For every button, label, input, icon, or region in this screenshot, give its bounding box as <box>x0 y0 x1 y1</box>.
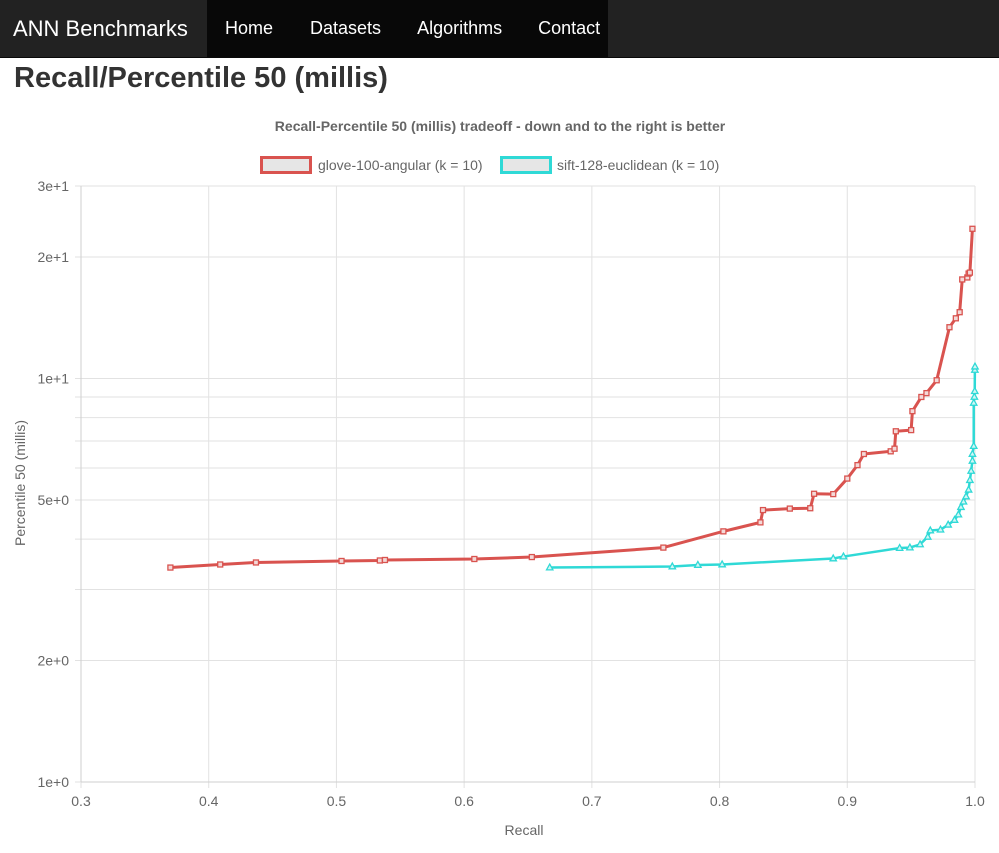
top-navbar: ANN Benchmarks Home Datasets Algorithms … <box>0 0 999 58</box>
data-point[interactable] <box>830 490 837 498</box>
data-point[interactable] <box>909 408 916 415</box>
data-point[interactable] <box>936 524 945 533</box>
chart-title: Recall-Percentile 50 (millis) tradeoff -… <box>275 118 726 134</box>
chart: Recall-Percentile 50 (millis) tradeoff -… <box>12 118 985 838</box>
x-tick-label: 0.5 <box>327 793 347 809</box>
data-point[interactable] <box>376 557 384 564</box>
nav-link-contact[interactable]: Contact <box>538 18 601 38</box>
y-axis-ticks: 1e+0 2e+0 5e+0 1e+1 2e+1 3e+1 <box>37 178 69 790</box>
y-tick-label: 2e+0 <box>37 653 69 669</box>
data-point[interactable] <box>693 560 703 568</box>
data-point[interactable] <box>717 559 727 568</box>
nav-link-algorithms[interactable]: Algorithms <box>417 18 503 38</box>
data-point[interactable] <box>956 309 963 316</box>
series-line-glove <box>170 228 974 570</box>
data-point[interactable] <box>167 564 174 571</box>
data-point[interactable] <box>969 441 979 450</box>
data-point[interactable] <box>923 532 933 540</box>
x-tick-label: 1.0 <box>965 793 985 809</box>
legend-swatch-sift[interactable] <box>500 156 552 174</box>
data-point[interactable] <box>757 519 764 526</box>
grid <box>75 185 976 788</box>
x-tick-label: 0.4 <box>199 793 219 809</box>
y-tick-label: 3e+1 <box>37 178 69 194</box>
y-tick-label: 1e+1 <box>37 371 69 387</box>
data-point[interactable] <box>844 475 851 482</box>
x-tick-label: 0.8 <box>710 793 730 809</box>
data-point[interactable] <box>943 519 953 528</box>
data-point[interactable] <box>907 426 915 434</box>
nav-link-datasets[interactable]: Datasets <box>310 18 382 38</box>
brand-link[interactable]: ANN Benchmarks <box>13 15 188 41</box>
x-axis-label: Recall <box>505 822 544 838</box>
y-tick-label: 1e+0 <box>37 774 69 790</box>
data-point[interactable] <box>892 428 899 435</box>
data-point[interactable] <box>952 315 959 322</box>
y-axis-label: Percentile 50 (millis) <box>12 420 28 546</box>
data-point[interactable] <box>839 551 848 560</box>
data-point[interactable] <box>968 456 977 464</box>
data-point[interactable] <box>891 445 898 452</box>
legend: glove-100-angular (k = 10) sift-128-eucl… <box>260 156 719 174</box>
data-point[interactable] <box>956 502 966 511</box>
data-point[interactable] <box>905 542 915 551</box>
data-point[interactable] <box>915 539 925 548</box>
data-point[interactable] <box>966 269 974 276</box>
data-point[interactable] <box>969 225 976 232</box>
data-point[interactable] <box>786 505 793 512</box>
data-point[interactable] <box>970 361 980 370</box>
x-tick-label: 0.7 <box>582 793 602 809</box>
data-point[interactable] <box>895 543 904 552</box>
data-point[interactable] <box>860 450 868 458</box>
data-point[interactable] <box>338 557 345 565</box>
data-point[interactable] <box>946 324 953 331</box>
nav-links: Home Datasets Algorithms Contact <box>207 0 608 57</box>
data-point[interactable] <box>668 561 677 570</box>
data-point[interactable] <box>959 496 968 505</box>
y-tick-label: 2e+1 <box>37 249 69 265</box>
data-point[interactable] <box>381 556 389 564</box>
y-tick-label: 5e+0 <box>37 492 69 508</box>
data-point[interactable] <box>471 555 478 563</box>
data-point[interactable] <box>807 505 814 512</box>
data-point[interactable] <box>252 559 260 566</box>
data-point[interactable] <box>961 491 971 500</box>
data-point[interactable] <box>720 528 727 535</box>
x-tick-label: 0.6 <box>454 793 474 809</box>
data-point[interactable] <box>810 490 818 497</box>
data-point[interactable] <box>969 398 979 406</box>
data-point[interactable] <box>759 506 767 514</box>
x-tick-label: 0.9 <box>838 793 858 809</box>
data-point[interactable] <box>954 509 963 518</box>
data-point[interactable] <box>923 389 930 397</box>
data-point[interactable] <box>217 561 224 568</box>
data-point[interactable] <box>964 484 973 493</box>
x-tick-label: 0.3 <box>71 793 91 809</box>
nav-link-home[interactable]: Home <box>225 18 274 38</box>
data-point[interactable] <box>959 276 966 283</box>
data-point[interactable] <box>925 525 935 534</box>
legend-swatch-glove[interactable] <box>260 156 312 174</box>
data-point[interactable] <box>966 466 976 474</box>
x-axis-ticks: 0.3 0.4 0.5 0.6 0.7 0.8 0.9 1.0 <box>71 793 985 809</box>
legend-label-sift[interactable]: sift-128-euclidean (k = 10) <box>557 157 719 173</box>
series-layer <box>167 225 980 571</box>
data-point[interactable] <box>968 449 977 457</box>
data-point[interactable] <box>660 544 667 551</box>
data-point[interactable] <box>965 475 975 484</box>
legend-label-glove[interactable]: glove-100-angular (k = 10) <box>318 157 483 173</box>
data-point[interactable] <box>918 393 925 401</box>
data-point[interactable] <box>950 515 959 523</box>
data-point[interactable] <box>528 553 535 561</box>
data-point[interactable] <box>854 461 861 469</box>
data-point[interactable] <box>970 386 980 395</box>
data-point[interactable] <box>545 562 555 571</box>
page-title: Recall/Percentile 50 (millis) <box>14 62 388 94</box>
data-point[interactable] <box>828 553 838 562</box>
data-point[interactable] <box>970 392 979 400</box>
data-point[interactable] <box>933 377 940 384</box>
